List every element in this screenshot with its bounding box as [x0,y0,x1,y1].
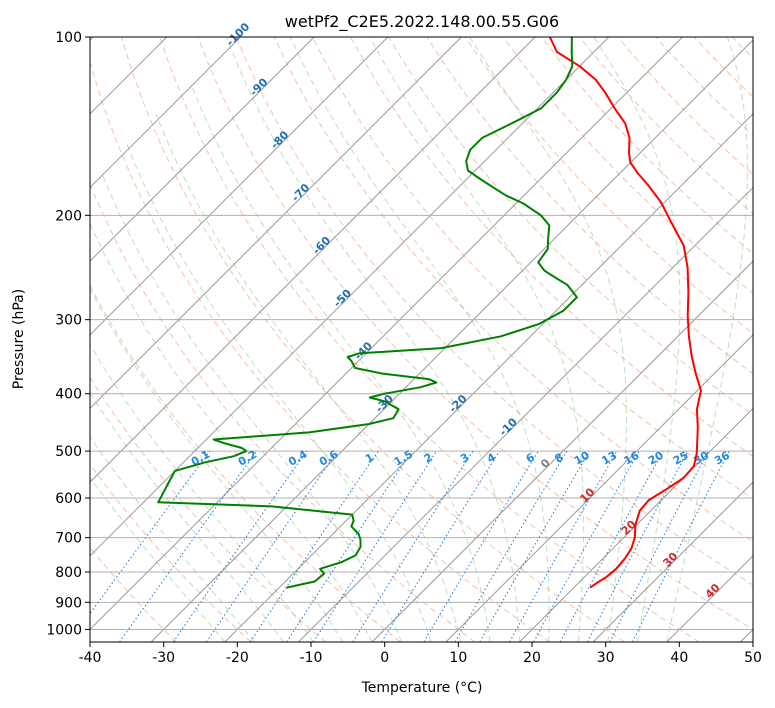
dry-adiabat-line [311,37,753,500]
isotherm-line [90,37,536,483]
mixing-ratio-line [313,450,438,642]
x-tick-label: 50 [744,650,762,666]
moist-adiabat-line [369,37,585,642]
mixing-ratio-line [90,450,211,615]
moist-adiabat-line [190,83,491,642]
y-tick-label: 900 [55,595,82,611]
moist-adiabat-line [226,37,520,642]
temperature-profile-line [548,37,702,589]
isotherm-line [90,37,315,262]
dry-adiabat-line [159,37,700,642]
mixing-ratio-line [249,450,379,642]
x-tick-label: -40 [79,650,102,666]
x-axis: -40 -30 -20 -10 0 10 20 30 40 50 [79,642,762,666]
moist-adiabat-line [90,222,373,642]
moist-adiabat-line [90,476,226,642]
isotherm-line [298,186,753,642]
y-tick-label: 600 [55,491,82,507]
mixing-ratio-line [205,450,338,642]
dry-adiabat-line [90,463,252,642]
y-tick-label: 100 [55,30,82,46]
mixing-ratio-line [509,450,618,642]
isotherm-line [150,39,753,642]
isotherm-line [90,37,241,189]
dry-adiabat-line [235,37,753,586]
dry-adiabat-line [90,376,327,642]
isotherm-line [90,37,462,410]
dry-adiabat-line [121,37,625,642]
plot-frame [89,36,754,643]
dry-adiabat-line [197,37,753,630]
x-tick-label: 0 [380,650,389,666]
mixing-ratio-line [172,450,308,642]
moist-adiabat-line [90,287,344,642]
isotherm-line [224,113,753,642]
x-axis-label: Temperature (°C) [361,680,483,696]
dry-adiabat-line [502,37,753,294]
dry-adiabat-line [273,37,753,543]
mixing-ratio-line [533,450,640,642]
moist-adiabat-line [593,37,681,642]
moist-adiabat-line [469,37,627,642]
moist-adiabat-line [666,37,748,642]
mixing-ratio-line [381,450,500,642]
y-tick-label: 800 [55,565,82,581]
isotherm-line [592,481,753,642]
chart-title: wetPf2_C2E5.2022.148.00.55.G06 [285,12,559,32]
y-tick-label: 500 [55,444,82,460]
isotherm-line [90,37,389,336]
isotherm-line [90,37,683,631]
y-axis-label: Pressure (hPa) [11,289,27,389]
moist-adiabat-line [90,343,314,642]
x-tick-label: 20 [523,650,541,666]
y-tick-label: 300 [55,313,82,329]
moist-adiabat-line [90,392,285,642]
x-tick-label: -30 [152,650,175,666]
mixing-ratio-line [559,450,664,642]
isotherm-line [445,334,753,642]
y-axis: 100 200 300 400 500 600 700 800 900 1000 [46,30,90,638]
x-tick-label: 30 [597,650,615,666]
y-tick-label: 700 [55,531,82,547]
moist-adiabat-line [290,37,550,642]
x-tick-label: -10 [300,650,323,666]
mixing-ratio-line [632,450,730,642]
mixing-ratio-line [119,450,258,642]
dry-adiabat-line [90,60,551,642]
moist-adiabat-line [101,173,403,642]
dewpoint-profile-line [157,37,578,589]
isotherm-line [90,37,610,557]
isotherm-line [519,407,753,642]
x-tick-label: 10 [449,650,467,666]
mixing-ratio-line [352,450,474,642]
background-lines [90,37,753,642]
y-tick-label: 200 [55,208,82,224]
x-tick-label: 40 [670,650,688,666]
y-tick-label: 400 [55,387,82,403]
moist-adiabat-line [90,436,255,642]
profile-lines [157,37,702,589]
x-tick-label: -20 [226,650,249,666]
isotherm-line [371,260,753,642]
y-tick-label: 1000 [46,622,82,638]
